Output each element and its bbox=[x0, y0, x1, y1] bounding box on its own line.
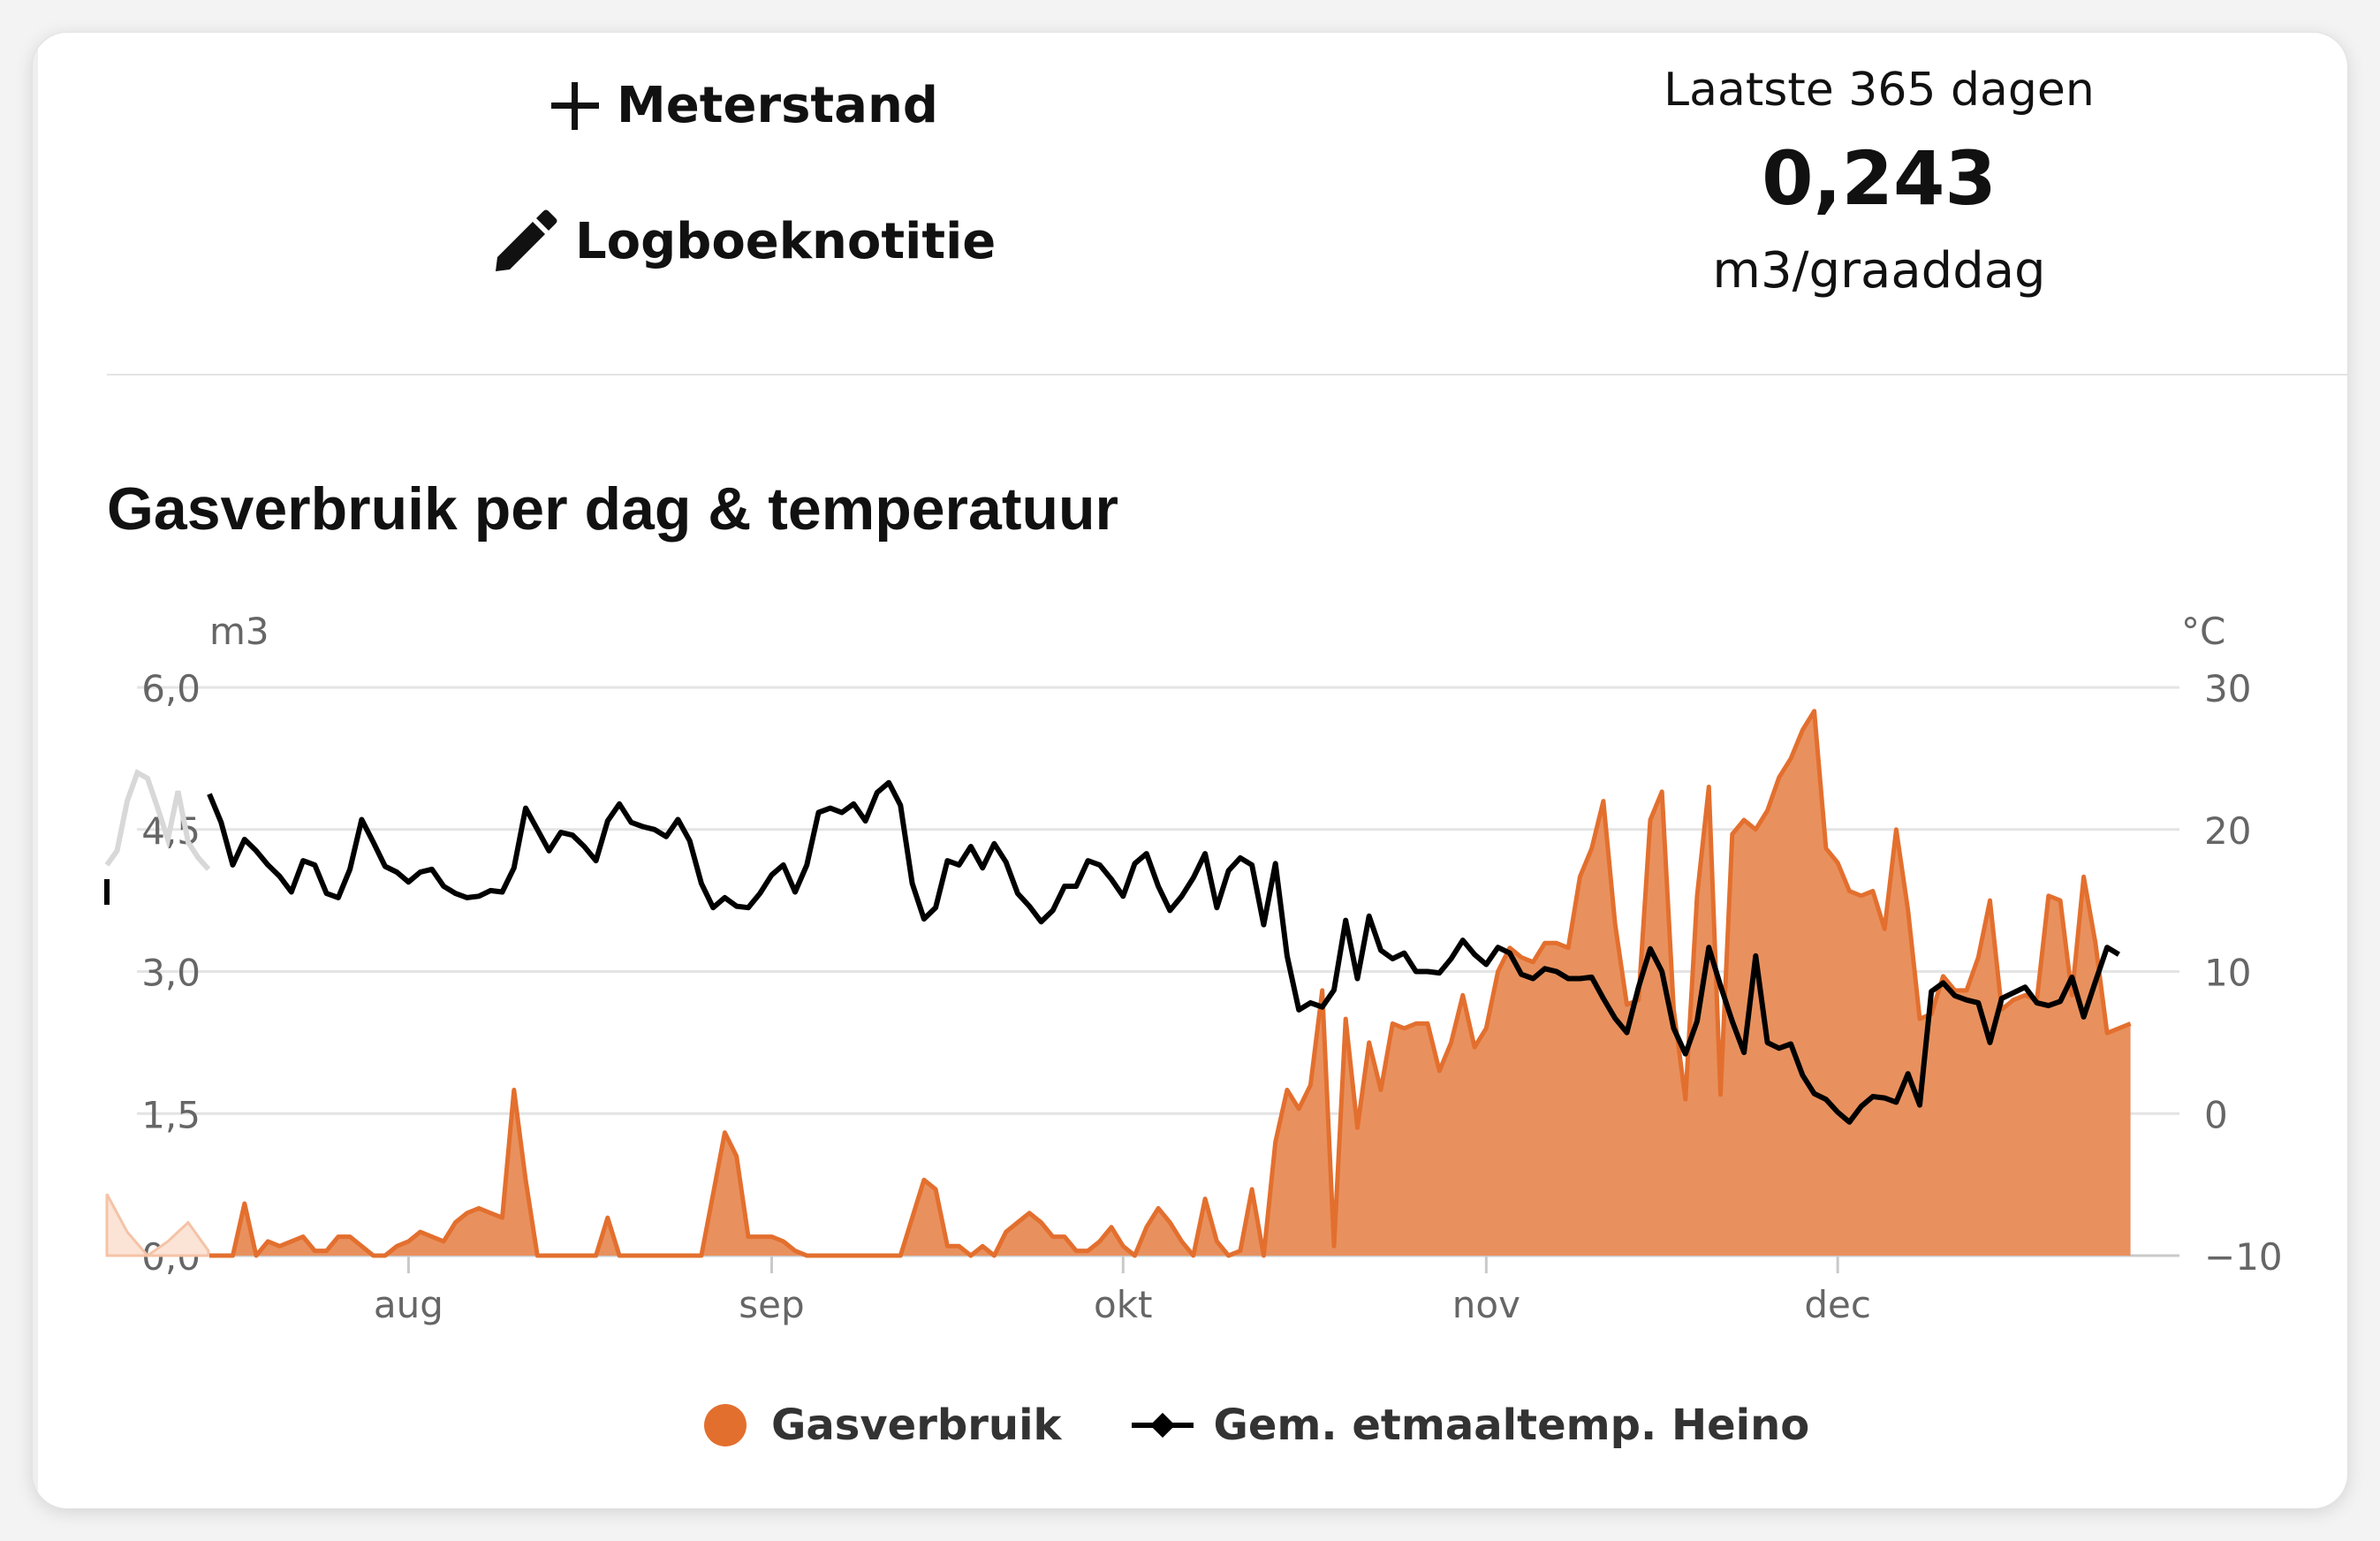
left-axis-unit: m3 bbox=[209, 610, 269, 653]
chart-legend: Gasverbruik Gem. etmaaltemp. Heino bbox=[704, 1401, 1880, 1450]
add-log-note-label: Logboeknotitie bbox=[575, 212, 997, 270]
left-tick-label: 1,5 bbox=[141, 1093, 201, 1136]
quick-actions: Meterstand Logboeknotitie bbox=[33, 33, 1022, 368]
stat-unit: m3/graaddag bbox=[1712, 242, 2046, 300]
left-tick-label: 3,0 bbox=[141, 952, 201, 995]
x-tick-label: aug bbox=[374, 1283, 443, 1326]
stat-period-label: Laatste 365 dagen bbox=[1664, 64, 2095, 117]
temperature-line bbox=[207, 779, 2120, 1125]
right-tick-label: 10 bbox=[2204, 952, 2251, 995]
gas-usage-card: Meterstand Logboeknotitie Laatste 365 da… bbox=[32, 32, 2348, 1509]
add-meter-reading-label: Meterstand bbox=[617, 77, 938, 134]
right-tick-label: −10 bbox=[2204, 1235, 2283, 1279]
legend-temperature-marker bbox=[1132, 1412, 1194, 1439]
gas-area bbox=[209, 710, 2131, 1256]
right-tick-label: 20 bbox=[2204, 809, 2251, 853]
x-tick-label: sep bbox=[739, 1283, 804, 1326]
chart-title: Gasverbruik per dag & temperatuur bbox=[107, 475, 1119, 543]
gas-ghost-area bbox=[105, 1193, 210, 1258]
legend-gas-label: Gasverbruik bbox=[771, 1401, 1062, 1450]
divider bbox=[107, 374, 2347, 376]
pencil-icon bbox=[492, 208, 559, 275]
legend-item-temperature[interactable]: Gem. etmaaltemp. Heino bbox=[1132, 1401, 1809, 1450]
plus-icon bbox=[550, 80, 601, 132]
card-accent bbox=[33, 33, 38, 1508]
right-tick-label: 30 bbox=[2204, 667, 2251, 710]
legend-item-gas[interactable]: Gasverbruik bbox=[704, 1401, 1061, 1450]
left-tick-label: 6,0 bbox=[141, 667, 201, 710]
gas-temperature-chart: 6,0304,5203,0101,500,0−10m3°Caugsepoktno… bbox=[104, 610, 2283, 1326]
x-tick-label: nov bbox=[1452, 1283, 1520, 1326]
legend-temperature-label: Gem. etmaaltemp. Heino bbox=[1213, 1401, 1810, 1450]
right-tick-label: 0 bbox=[2204, 1093, 2228, 1136]
temperature-ghost-line bbox=[104, 769, 211, 871]
gas-line bbox=[209, 709, 2132, 1258]
add-meter-reading-button[interactable]: Meterstand bbox=[550, 77, 938, 134]
efficiency-stat: Laatste 365 dagen 0,243 m3/graaddag bbox=[1517, 59, 2241, 307]
legend-gas-marker bbox=[704, 1404, 747, 1446]
add-log-note-button[interactable]: Logboeknotitie bbox=[492, 208, 996, 275]
x-tick-label: okt bbox=[1094, 1283, 1153, 1326]
stat-value: 0,243 bbox=[1762, 135, 1997, 222]
right-axis-unit: °C bbox=[2181, 610, 2225, 653]
x-tick-label: dec bbox=[1804, 1283, 1871, 1326]
